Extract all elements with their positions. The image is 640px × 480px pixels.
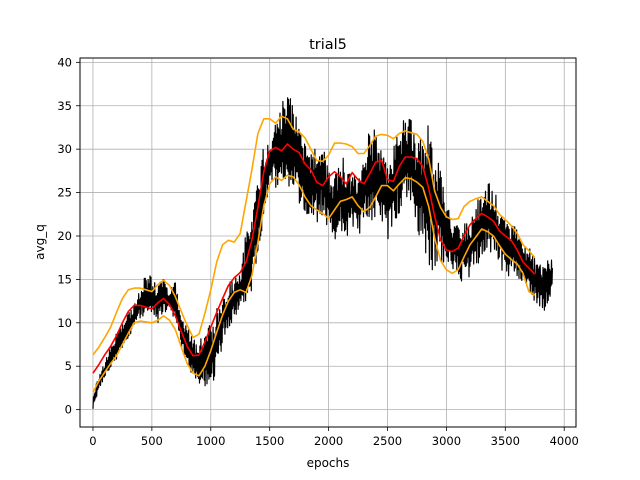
x-tick-label: 1500 <box>255 434 284 448</box>
axes-frame <box>79 57 577 428</box>
y-tick-label: 35 <box>57 99 72 113</box>
x-tick-label: 3000 <box>432 434 461 448</box>
x-tick-label: 0 <box>89 434 96 448</box>
series-raw-line <box>92 97 553 409</box>
series-mean-line <box>92 143 536 374</box>
x-tick-label: 1000 <box>196 434 225 448</box>
y-tick-label: 40 <box>57 55 72 69</box>
x-axis-label: epochs <box>307 456 350 470</box>
y-axis-label: avg_q <box>33 224 47 260</box>
chart-title: trial5 <box>309 37 347 53</box>
x-axis-ticks: 0 500 1000 1500 2000 2500 3000 3500 4000 <box>89 427 579 448</box>
plot-area <box>92 97 553 409</box>
x-tick-label: 500 <box>141 434 163 448</box>
x-tick-label: 2500 <box>373 434 402 448</box>
y-tick-label: 30 <box>57 142 72 156</box>
series-lower-line <box>92 174 536 393</box>
y-tick-label: 15 <box>57 272 72 286</box>
y-axis-ticks: 0 5 10 15 20 25 30 35 40 <box>57 55 80 417</box>
y-tick-label: 25 <box>57 186 72 200</box>
x-tick-label: 3500 <box>491 434 520 448</box>
y-tick-label: 20 <box>57 229 72 243</box>
x-tick-label: 2000 <box>314 434 343 448</box>
y-tick-label: 0 <box>65 403 72 417</box>
series-upper-line <box>92 115 536 356</box>
x-tick-label: 4000 <box>550 434 579 448</box>
y-tick-label: 10 <box>57 316 72 330</box>
y-tick-label: 5 <box>65 359 72 373</box>
